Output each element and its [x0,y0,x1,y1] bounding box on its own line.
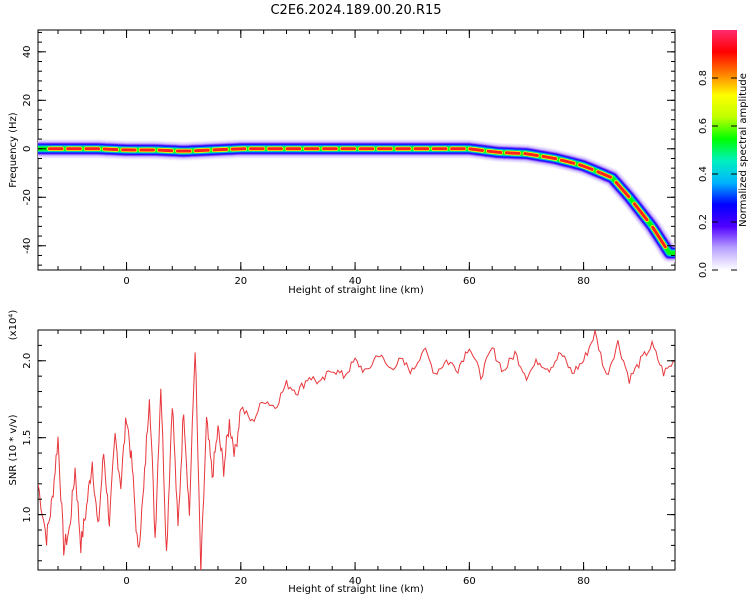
snr-series-line [38,330,675,570]
y-tick-label-1: 20 [22,94,33,107]
x-tick-label-3: 60 [463,276,476,287]
colorbar-gradient [712,30,737,270]
colorbar-tick-label-3: 0.6 [698,118,709,134]
y-tick-label-4: -40 [22,238,33,254]
x-tick-label-4: 80 [577,276,590,287]
colorbar-tick-label-4: 0.8 [698,70,709,86]
colorbar-tick-label-2: 0.4 [698,166,709,182]
y-tick-label-2: 2.0 [22,353,33,369]
spectrogram-axes: 0 20 40 60 80 40 20 0 -20 -40 [22,30,676,287]
spectrogram-xlabel: Height of straight line (km) [288,285,424,296]
snr-panel: 0 20 40 60 80 1.0 1.5 2.0 Height of straight li… [8,310,676,595]
y-tick-label-3: -20 [22,189,33,205]
spectrogram-ylabel: Frequency (Hz) [8,112,19,188]
ridge-hot-core-33 [651,225,667,249]
y-tick-label-0: 1.0 [22,507,33,523]
snr-frame [37,329,676,571]
colorbar-tick-label-0: 0.0 [698,262,709,278]
x-tick-label-0: 0 [123,576,129,587]
colorbar-label: Normalized spectral amplitude [738,73,749,227]
y-tick-label-0: 40 [22,45,33,58]
y-tick-label-2: 0 [22,146,33,152]
x-tick-label-4: 80 [577,576,590,587]
ridge-hot-core-23 [468,147,484,152]
snr-axes: 0 20 40 60 80 1.0 1.5 2.0 [22,330,676,587]
snr-xlabel: Height of straight line (km) [288,584,424,595]
ridge-hot-core-30 [596,170,612,179]
ridge-hot-core-26 [523,152,539,157]
spectrogram-panel: 0 20 40 60 80 40 20 0 -20 -40 Height of straight … [8,29,676,296]
colorbar: 0.0 0.2 0.4 0.6 0.8 Normalized spectral ampl… [698,30,749,278]
x-tick-label-3: 60 [463,576,476,587]
x-tick-label-2: 40 [349,276,362,287]
colorbar-ticks: 0.0 0.2 0.4 0.6 0.8 [698,70,737,278]
ridge-hot-core-29 [578,163,594,171]
chart-title: C2E6.2024.189.00.20.R15 [270,3,441,18]
colorbar-tick-label-1: 0.2 [698,214,709,230]
ridge-hot-core-3 [102,147,119,152]
ridge-hot-core-25 [504,151,521,155]
ridge-hot-core-28 [559,158,576,165]
ridge-hot-core-8 [194,148,210,153]
ridge-hot-core-31 [614,180,631,199]
ridge-hot-core-24 [486,149,503,155]
spectrogram-ridge [38,139,675,262]
ridge-hot-core-27 [541,154,558,161]
x-tick-label-1: 20 [234,576,247,587]
y-tick-label-1: 1.5 [22,430,33,446]
x-tick-label-2: 40 [349,576,362,587]
snr-y-multiplier: (x10⁴) [8,310,19,341]
x-tick-label-1: 20 [234,276,247,287]
x-tick-label-0: 0 [123,276,129,287]
ridge-hot-core-6 [157,148,174,153]
ridge-hot-core-32 [632,202,649,222]
ridge-hot-core-9 [212,147,229,152]
snr-ylabel: SNR (10 * v/v) [8,414,19,485]
